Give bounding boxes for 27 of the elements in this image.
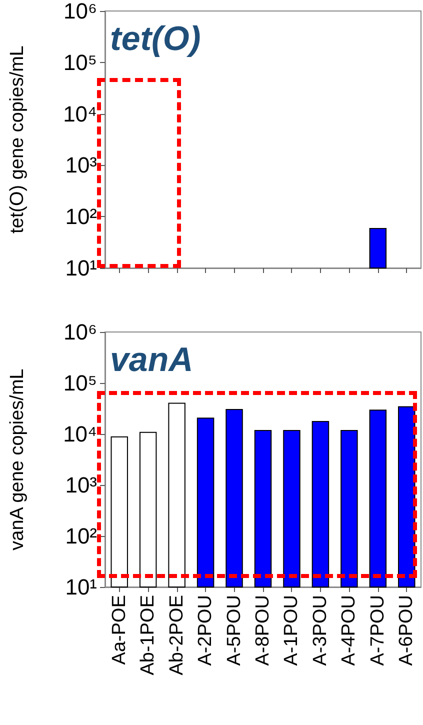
- x-tick-label: A-6POU: [396, 595, 418, 666]
- x-tick-label: A-5POU: [224, 595, 245, 666]
- y-tick-label: 10²: [65, 204, 97, 230]
- x-tick-label: A-8POU: [252, 595, 274, 666]
- y-tick-label: 10¹: [65, 256, 97, 280]
- x-tick-label: A-2POU: [195, 595, 216, 666]
- x-tick-label: A-1POU: [281, 595, 302, 666]
- y-tick-label: 10⁴: [63, 422, 97, 446]
- x-tick-label: Ab-2POE: [166, 595, 188, 676]
- y-tick-label: 10⁵: [63, 50, 97, 75]
- y-tick-label: 10³: [65, 472, 97, 498]
- y-tick-label: 10³: [65, 152, 97, 178]
- x-tick-label: A-3POU: [310, 595, 331, 666]
- x-tick-label: A-4POU: [338, 595, 360, 666]
- y-tick-label: 10²: [65, 524, 97, 548]
- y-axis-title: tet(O) gene copies/mL: [7, 46, 28, 234]
- y-tick-label: 10⁶: [63, 320, 97, 344]
- y-axis-title: vanA gene copies/mL: [7, 368, 28, 550]
- y-tick-label: 10⁶: [63, 0, 97, 24]
- chart-title: tet(O): [110, 20, 201, 58]
- x-tick-label: Ab-1POE: [138, 595, 159, 676]
- y-tick-label: 10⁴: [63, 101, 97, 126]
- chart-title: vanA: [110, 341, 194, 379]
- y-tick-label: 10⁵: [63, 370, 97, 396]
- x-tick-label: A-7POU: [367, 595, 388, 666]
- y-tick-label: 10¹: [65, 574, 97, 600]
- x-tick-label: Aa-POE: [108, 595, 130, 665]
